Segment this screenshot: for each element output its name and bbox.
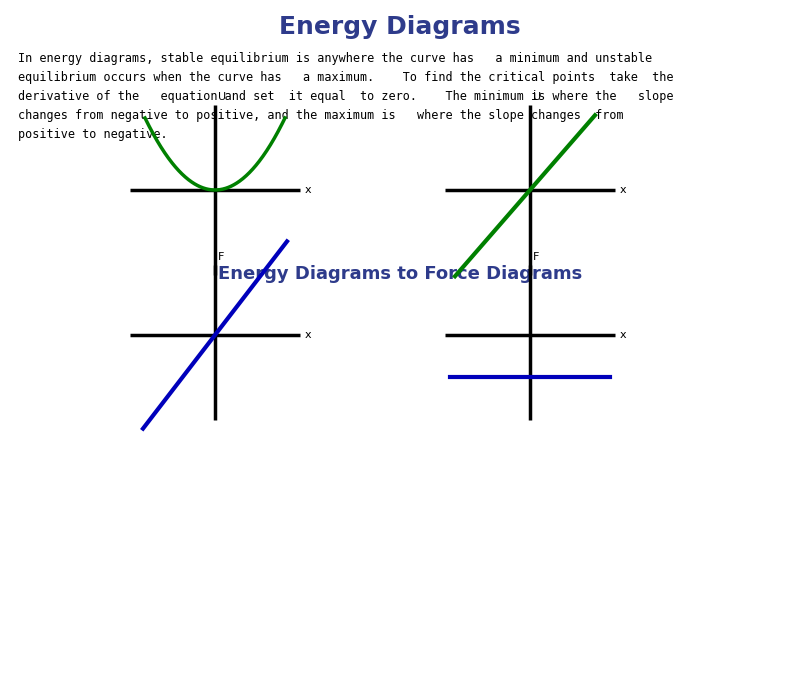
Text: x: x [620, 185, 626, 195]
Text: x: x [305, 185, 312, 195]
Text: F: F [218, 252, 224, 262]
Text: x: x [620, 330, 626, 340]
Text: U: U [533, 92, 541, 102]
Text: positive to negative.: positive to negative. [18, 128, 168, 141]
Text: equilibrium occurs when the curve has   a maximum.    To find the critical point: equilibrium occurs when the curve has a … [18, 71, 674, 84]
Text: Energy Diagrams: Energy Diagrams [279, 15, 521, 39]
Text: changes from negative to positive, and the maximum is   where the slope changes : changes from negative to positive, and t… [18, 109, 624, 122]
Text: x: x [305, 330, 312, 340]
Text: Energy Diagrams to Force Diagrams: Energy Diagrams to Force Diagrams [218, 265, 582, 283]
Text: In energy diagrams, stable equilibrium is anywhere the curve has   a minimum and: In energy diagrams, stable equilibrium i… [18, 52, 652, 65]
Text: derivative of the   equation and set  it equal  to zero.    The minimum is where: derivative of the equation and set it eq… [18, 90, 674, 103]
Text: F: F [533, 252, 539, 262]
Text: U: U [218, 92, 226, 102]
